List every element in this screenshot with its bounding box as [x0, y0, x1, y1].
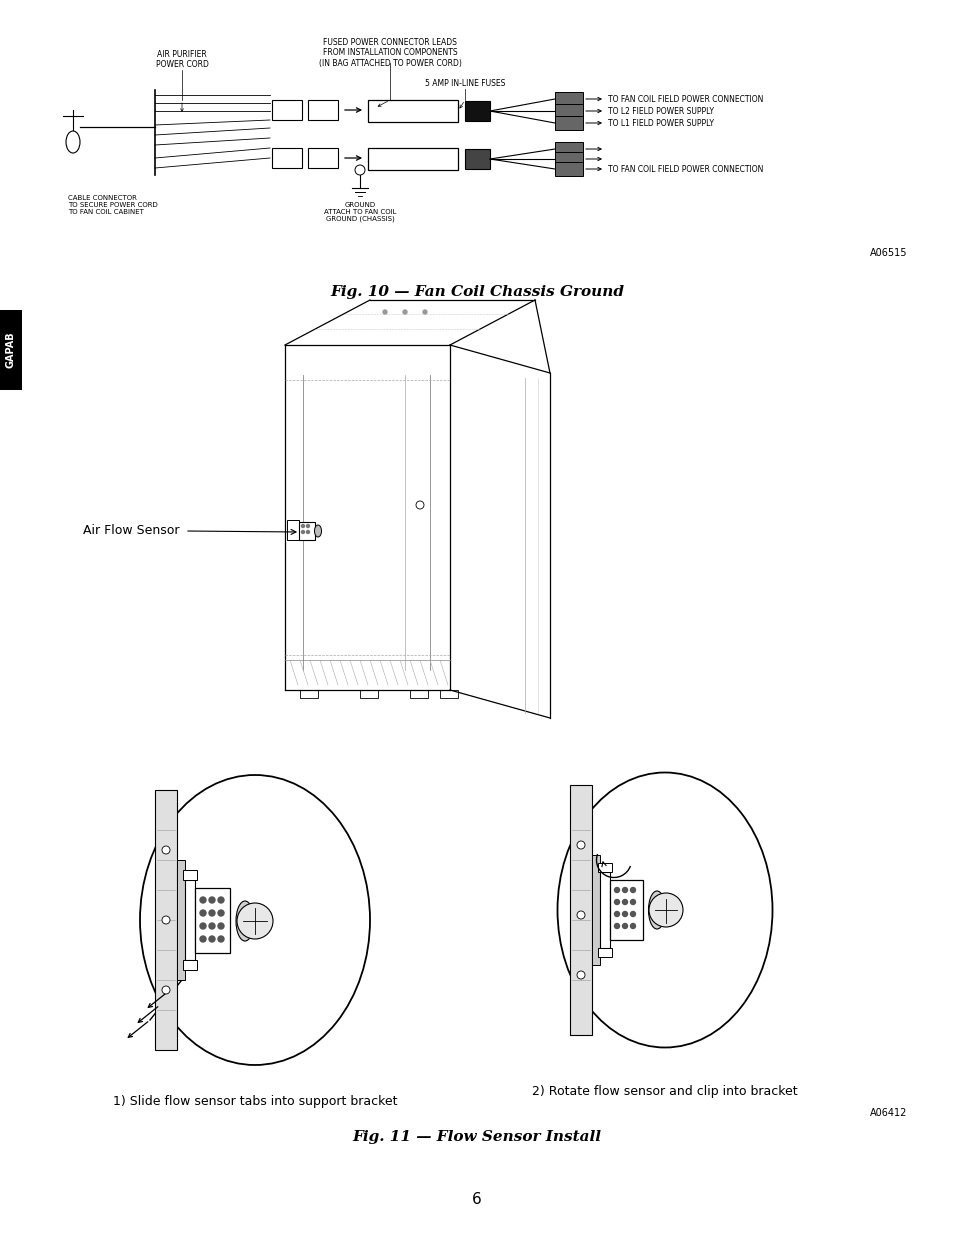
Bar: [359, 690, 377, 698]
Circle shape: [622, 899, 627, 904]
Bar: [272, 148, 302, 168]
Bar: [555, 116, 582, 130]
Bar: [464, 149, 490, 169]
Ellipse shape: [66, 131, 80, 153]
Circle shape: [382, 310, 387, 314]
Circle shape: [622, 911, 627, 916]
Circle shape: [209, 936, 214, 942]
Bar: [183, 869, 196, 881]
Bar: [298, 522, 314, 540]
Circle shape: [577, 841, 584, 848]
Bar: [555, 91, 582, 106]
Bar: [272, 100, 302, 120]
Text: A06412: A06412: [869, 1108, 906, 1118]
Circle shape: [630, 899, 635, 904]
Text: GROUND
ATTACH TO FAN COIL
GROUND (CHASSIS): GROUND ATTACH TO FAN COIL GROUND (CHASSI…: [323, 203, 395, 222]
Circle shape: [236, 903, 273, 939]
Circle shape: [162, 916, 170, 924]
Text: AIR PURIFIER
POWER CORD: AIR PURIFIER POWER CORD: [155, 49, 208, 69]
Text: 1) Slide flow sensor tabs into support bracket: 1) Slide flow sensor tabs into support b…: [112, 1095, 396, 1108]
Bar: [599, 872, 609, 948]
Bar: [368, 100, 457, 122]
Circle shape: [162, 986, 170, 994]
Circle shape: [614, 888, 618, 893]
Circle shape: [200, 936, 206, 942]
Circle shape: [306, 531, 309, 534]
Circle shape: [614, 911, 618, 916]
Circle shape: [200, 897, 206, 903]
Ellipse shape: [140, 776, 370, 1065]
Circle shape: [200, 923, 206, 929]
Bar: [439, 690, 457, 698]
Bar: [555, 104, 582, 119]
Circle shape: [200, 910, 206, 916]
Bar: [598, 948, 612, 957]
Circle shape: [306, 525, 309, 527]
Circle shape: [301, 531, 304, 534]
Text: TO L1 FIELD POWER SUPPLY: TO L1 FIELD POWER SUPPLY: [607, 119, 713, 127]
Bar: [0, 310, 22, 390]
Ellipse shape: [314, 525, 321, 537]
Bar: [183, 960, 196, 969]
Bar: [598, 863, 612, 872]
Circle shape: [648, 893, 682, 927]
Text: Air Flow Sensor: Air Flow Sensor: [84, 525, 180, 537]
Circle shape: [209, 897, 214, 903]
Text: TO FAN COIL FIELD POWER CONNECTION: TO FAN COIL FIELD POWER CONNECTION: [607, 95, 762, 104]
Circle shape: [218, 897, 224, 903]
Circle shape: [402, 310, 407, 314]
Bar: [555, 152, 582, 165]
Bar: [177, 860, 185, 981]
Text: A06515: A06515: [869, 248, 906, 258]
Bar: [154, 790, 177, 1050]
Circle shape: [416, 501, 423, 509]
Text: 2) Rotate flow sensor and clip into bracket: 2) Rotate flow sensor and clip into brac…: [532, 1086, 797, 1098]
Circle shape: [630, 911, 635, 916]
Circle shape: [630, 888, 635, 893]
Text: TO L2 FIELD POWER SUPPLY: TO L2 FIELD POWER SUPPLY: [607, 107, 713, 116]
Bar: [308, 148, 337, 168]
Bar: [410, 690, 428, 698]
Bar: [592, 855, 599, 965]
Circle shape: [577, 971, 584, 979]
Circle shape: [630, 924, 635, 929]
Ellipse shape: [557, 773, 772, 1047]
Circle shape: [209, 923, 214, 929]
Text: 6: 6: [472, 1193, 481, 1208]
Circle shape: [218, 923, 224, 929]
Circle shape: [355, 165, 365, 175]
Circle shape: [622, 924, 627, 929]
Text: Fig. 10 — Fan Coil Chassis Ground: Fig. 10 — Fan Coil Chassis Ground: [330, 285, 623, 299]
Circle shape: [162, 846, 170, 853]
Bar: [555, 142, 582, 156]
Bar: [569, 785, 592, 1035]
Circle shape: [218, 936, 224, 942]
Text: GAPAB: GAPAB: [6, 332, 16, 368]
Circle shape: [622, 888, 627, 893]
Text: 5 AMP IN-LINE FUSES: 5 AMP IN-LINE FUSES: [424, 79, 505, 88]
Ellipse shape: [235, 902, 253, 941]
Text: Fig. 11 — Flow Sensor Install: Fig. 11 — Flow Sensor Install: [352, 1130, 601, 1144]
Circle shape: [218, 910, 224, 916]
Bar: [368, 148, 457, 170]
Bar: [194, 888, 230, 953]
Text: FUSED POWER CONNECTOR LEADS
FROM INSTALLATION COMPONENTS
(IN BAG ATTACHED TO POW: FUSED POWER CONNECTOR LEADS FROM INSTALL…: [318, 38, 461, 68]
Bar: [464, 101, 490, 121]
Bar: [287, 520, 298, 540]
Circle shape: [209, 910, 214, 916]
Circle shape: [422, 310, 427, 314]
Text: CABLE CONNECTOR
TO SECURE POWER CORD
TO FAN COIL CABINET: CABLE CONNECTOR TO SECURE POWER CORD TO …: [68, 195, 157, 215]
Bar: [299, 690, 317, 698]
Bar: [308, 100, 337, 120]
Text: TO FAN COIL FIELD POWER CONNECTION: TO FAN COIL FIELD POWER CONNECTION: [607, 164, 762, 173]
Circle shape: [614, 924, 618, 929]
Ellipse shape: [648, 890, 665, 929]
Bar: [185, 881, 194, 960]
Circle shape: [301, 525, 304, 527]
Bar: [609, 881, 642, 940]
Circle shape: [614, 899, 618, 904]
Circle shape: [577, 911, 584, 919]
Bar: [555, 162, 582, 177]
